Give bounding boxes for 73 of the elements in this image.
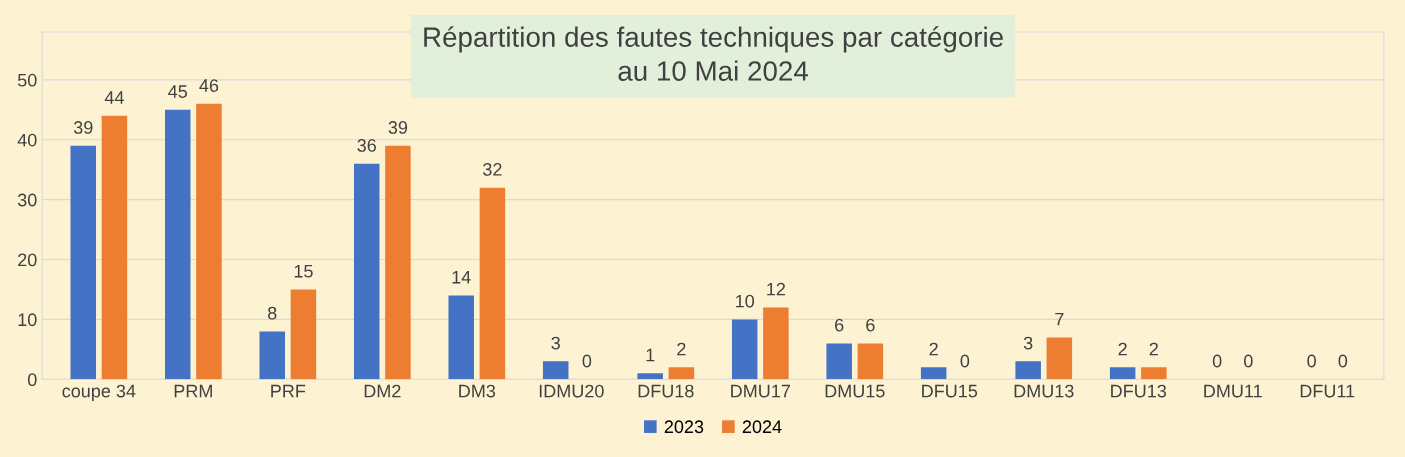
data-label: 8 xyxy=(268,306,277,320)
data-label: 0 xyxy=(1212,354,1222,368)
data-label: 7 xyxy=(1055,312,1064,326)
bar xyxy=(1141,367,1167,380)
bar xyxy=(542,361,569,380)
data-label: 10 xyxy=(736,294,755,308)
y-tick-label: 0 xyxy=(27,373,37,387)
data-label: 2 xyxy=(677,342,686,356)
bar xyxy=(448,295,474,380)
data-label: 32 xyxy=(483,163,502,176)
x-tick-label: DFU15 xyxy=(922,384,978,398)
data-label: 0 xyxy=(1244,354,1253,368)
data-label: 2 xyxy=(1118,342,1127,356)
y-tick-label: 20 xyxy=(18,253,37,267)
data-label: 36 xyxy=(357,139,376,152)
bar xyxy=(763,307,789,380)
data-label: 12 xyxy=(767,282,786,296)
bar xyxy=(479,187,506,380)
bar xyxy=(1109,367,1136,380)
bar xyxy=(101,115,128,380)
data-label: 39 xyxy=(388,121,408,134)
bar xyxy=(290,289,317,380)
data-label: 39 xyxy=(73,121,93,134)
y-tick-label: 30 xyxy=(17,193,37,207)
data-label: 0 xyxy=(960,354,970,368)
bar xyxy=(259,331,285,380)
bar xyxy=(668,367,695,380)
bar xyxy=(637,373,663,380)
bar xyxy=(731,319,758,380)
x-tick-label: DMU17 xyxy=(731,384,790,398)
bar xyxy=(1015,361,1041,380)
data-label: 46 xyxy=(199,79,219,92)
bar xyxy=(164,109,191,380)
bar xyxy=(920,367,947,380)
x-tick-label: DMU13 xyxy=(1014,384,1074,398)
data-label: 1 xyxy=(646,348,655,362)
data-label: 2 xyxy=(929,342,938,356)
data-label: 0 xyxy=(582,354,592,368)
x-tick-label: PRF xyxy=(271,384,306,398)
bar xyxy=(385,145,411,380)
y-tick-label: 40 xyxy=(17,133,37,147)
data-label: 6 xyxy=(835,318,844,332)
data-label: 2 xyxy=(1149,342,1158,356)
data-label: 14 xyxy=(452,270,471,284)
x-tick-label: DM2 xyxy=(364,384,401,398)
x-tick-label: DFU18 xyxy=(638,384,694,398)
bar xyxy=(857,343,884,380)
bar xyxy=(826,343,852,380)
legend-label: 2024 xyxy=(742,420,782,434)
x-tick-label: DMU11 xyxy=(1204,384,1262,398)
x-tick-label: coupe 34 xyxy=(62,384,136,401)
x-tick-label: IDMU20 xyxy=(539,384,604,398)
x-tick-label: PRM xyxy=(174,384,212,398)
bar xyxy=(1046,337,1073,380)
bar xyxy=(353,163,380,380)
data-label: 0 xyxy=(1307,354,1316,368)
legend-label: 2023 xyxy=(664,420,704,434)
data-label: 15 xyxy=(294,264,313,278)
data-label: 45 xyxy=(168,85,188,98)
x-tick-label: DM3 xyxy=(459,384,496,398)
data-label: 44 xyxy=(104,91,124,104)
data-label: 3 xyxy=(1023,336,1033,350)
y-tick-label: 50 xyxy=(17,73,37,87)
x-tick-label: DFU13 xyxy=(1111,384,1167,398)
data-label: 3 xyxy=(551,336,560,350)
data-label: 0 xyxy=(1338,354,1348,368)
bar xyxy=(70,145,97,380)
chart-title: Répartition des fautes techniques par catégorie au 10 Mai 2024 xyxy=(424,26,1003,81)
x-tick-label: DFU11 xyxy=(1300,384,1355,398)
x-tick-label: DMU15 xyxy=(825,384,885,398)
bar xyxy=(196,103,222,380)
y-tick-label: 10 xyxy=(18,313,37,327)
data-label: 6 xyxy=(866,318,875,332)
